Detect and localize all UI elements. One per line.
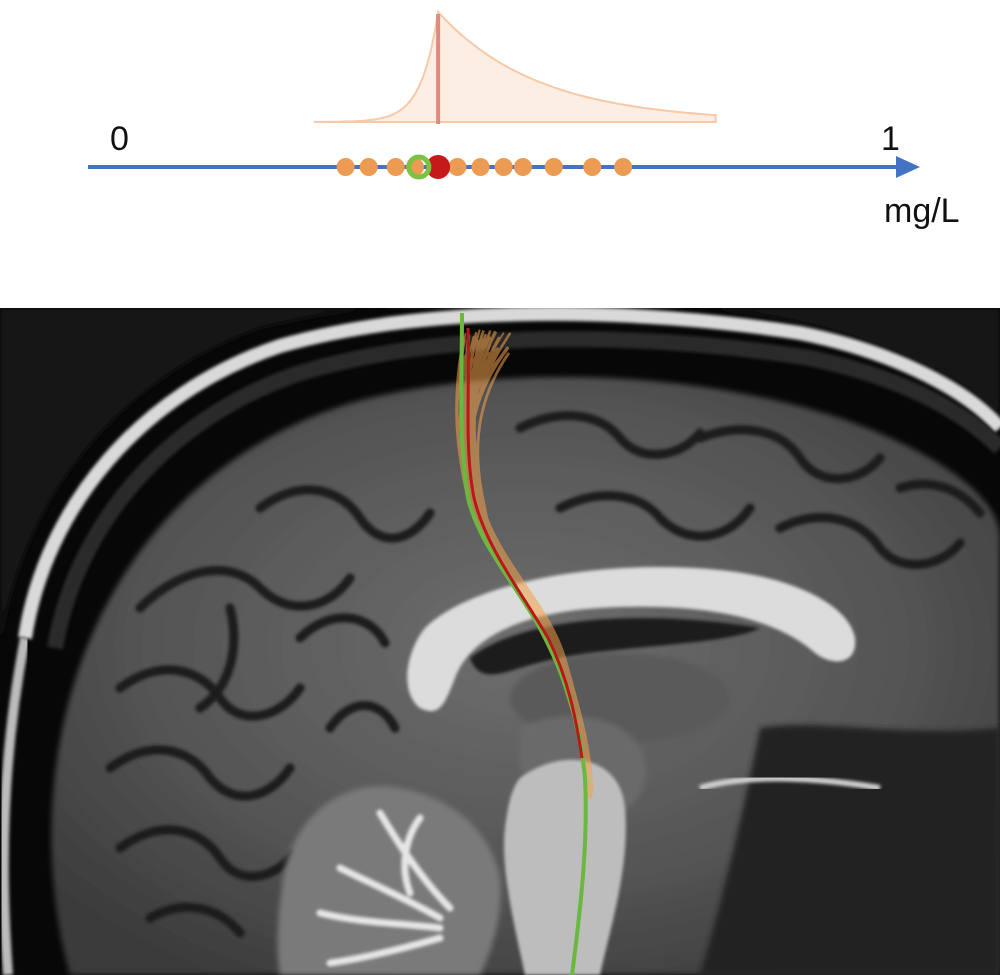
ground-truth-point (426, 155, 451, 179)
tract-streamline (468, 346, 592, 789)
axis-arrow-head (896, 156, 920, 178)
posterior-distribution-curve (313, 9, 717, 123)
skull-outline (0, 308, 1000, 648)
sample-point (471, 158, 490, 176)
orbital-roof (699, 775, 881, 791)
sagittal-mri-image (0, 308, 1000, 975)
sample-point (386, 158, 405, 176)
scalp-left-strip (0, 637, 30, 975)
brainstem (504, 759, 626, 975)
corpus-callosum (407, 567, 856, 712)
scalp-bright-rim (18, 308, 1000, 640)
cortical-sulci (105, 411, 985, 938)
arbor-vitae (316, 809, 454, 967)
reference-tract (459, 312, 588, 975)
cerebellum (277, 786, 501, 975)
sinus-region (700, 725, 1000, 975)
sample-point (544, 158, 563, 176)
axis-max-label: 1 (881, 120, 900, 158)
axis-min-label: 0 (110, 120, 129, 158)
sample-point (336, 158, 355, 176)
sample-points (336, 158, 633, 176)
axis-unit-label: mg/L (884, 192, 960, 230)
sample-point (448, 158, 467, 176)
sample-point (583, 158, 602, 176)
tract-streamline (473, 353, 594, 791)
concentration-scale: 0 1 mg/L (88, 9, 960, 230)
sample-point (359, 158, 378, 176)
sample-point (494, 158, 513, 176)
estimate-point (406, 154, 432, 180)
sample-point (513, 158, 532, 176)
sample-point (614, 158, 633, 176)
true-tract (466, 327, 584, 759)
